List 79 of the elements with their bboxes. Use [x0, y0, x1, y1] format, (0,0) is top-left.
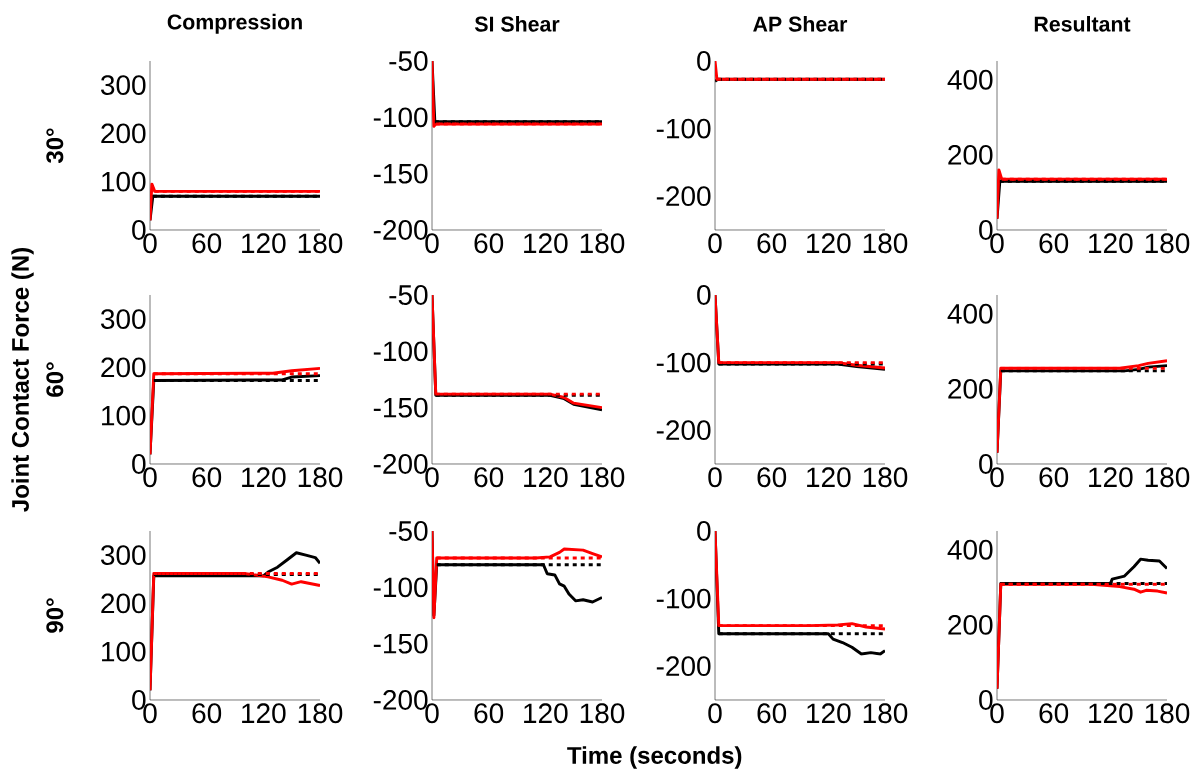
x-tick-label: 60: [757, 233, 787, 254]
y-tick-label: 200: [948, 144, 993, 165]
y-tick-label: -150: [373, 633, 428, 654]
y-tick-label: -50: [389, 51, 428, 71]
y-tick-label: 0: [697, 521, 711, 541]
x-tick-label: 60: [192, 467, 222, 488]
x-tick-label: 60: [474, 703, 504, 724]
y-tick-label: -150: [373, 397, 428, 418]
y-tick-label: 100: [102, 171, 146, 192]
x-tick-label: 180: [863, 233, 908, 254]
y-tick-label: -100: [656, 118, 711, 139]
y-tick-label: -150: [373, 163, 428, 184]
y-tick-label: -50: [389, 521, 428, 541]
x-tick-label: 120: [1089, 233, 1133, 254]
x-tick-label: 60: [192, 703, 222, 724]
chart-title: AP Shear: [753, 15, 848, 32]
y-tick-label: -200: [656, 186, 711, 207]
x-tick-label: 120: [807, 233, 851, 254]
x-tick-label: 180: [298, 703, 343, 724]
y-tick-label: 200: [948, 378, 993, 399]
x-tick-label: 180: [863, 703, 908, 724]
y-tick-label: 100: [102, 405, 146, 426]
x-tick-label: 120: [807, 467, 851, 488]
x-tick-label: 60: [474, 233, 504, 254]
x-tick-label: 120: [242, 467, 286, 488]
x-tick-label: 60: [1039, 233, 1069, 254]
y-tick-label: 400: [947, 303, 993, 324]
y-tick-label: -100: [373, 107, 428, 128]
y-tick-label: 300: [100, 309, 146, 330]
x-tick-label: 180: [580, 703, 625, 724]
x-tick-label: 120: [524, 703, 568, 724]
x-tick-label: 180: [863, 467, 908, 488]
y-tick-label: -50: [389, 285, 428, 305]
chart-title: Compression: [167, 13, 302, 34]
x-tick-label: 60: [1039, 467, 1069, 488]
y-tick-label: 200: [101, 593, 146, 614]
y-tick-label: -100: [373, 341, 428, 362]
y-tick-label: 400: [947, 539, 993, 560]
x-tick-label: 180: [298, 467, 343, 488]
chart-title: Resultant: [1034, 15, 1131, 32]
x-tick-label: 180: [298, 233, 343, 254]
y-axis-title: 30°: [46, 128, 64, 164]
x-tick-label: 120: [807, 703, 851, 724]
y-tick-label: -100: [373, 577, 428, 598]
x-tick-label: 120: [1089, 703, 1133, 724]
x-tick-label: 120: [242, 233, 286, 254]
y-tick-label: 0: [697, 285, 711, 305]
y-tick-label: 200: [101, 357, 146, 378]
x-tick-label: 180: [580, 233, 625, 254]
y-axis-title: 60°: [46, 362, 64, 397]
y-tick-label: 400: [947, 69, 993, 90]
y-tick-label: 100: [102, 641, 146, 662]
x-tick-label: 60: [192, 233, 222, 254]
y-tick-label: 200: [948, 614, 993, 635]
x-tick-label: 60: [757, 467, 787, 488]
y-tick-label: 0: [697, 51, 711, 71]
x-tick-label: 180: [580, 467, 625, 488]
chart-title: SI Shear: [474, 15, 560, 32]
y-tick-label: -100: [656, 588, 711, 609]
y-tick-label: 300: [100, 545, 146, 566]
y-tick-label: 300: [100, 75, 146, 96]
x-tick-label: 120: [1089, 467, 1133, 488]
y-tick-label: -200: [656, 420, 711, 441]
line-series: [715, 530, 885, 631]
text: Joint Contact Force (N): [11, 248, 34, 512]
y-axis-title: 90°: [46, 598, 64, 633]
x-tick-label: 180: [1145, 233, 1190, 254]
y-tick-label: 200: [101, 123, 146, 144]
y-tick-label: -200: [656, 656, 711, 677]
x-tick-label: 120: [242, 703, 286, 724]
x-tick-label: 60: [474, 467, 504, 488]
y-tick-label: -100: [656, 352, 711, 373]
text: Time (seconds): [567, 746, 742, 769]
x-tick-label: 180: [1145, 703, 1190, 724]
x-tick-label: 60: [1039, 703, 1069, 724]
x-tick-label: 180: [1145, 467, 1190, 488]
x-tick-label: 120: [524, 233, 568, 254]
x-tick-label: 120: [524, 467, 568, 488]
x-tick-label: 60: [757, 703, 787, 724]
